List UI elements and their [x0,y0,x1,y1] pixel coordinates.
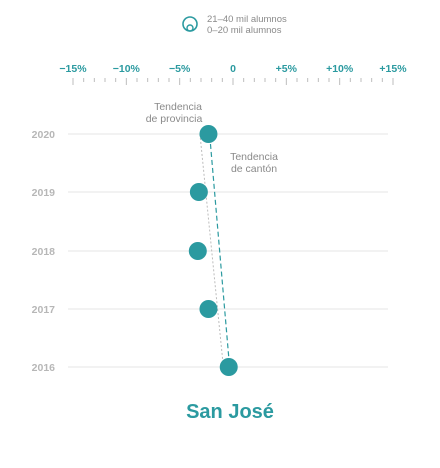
x-tick-label: +15% [379,63,407,75]
data-point-2017 [199,300,218,318]
data-point-2018 [188,242,207,260]
legend-large-circle [182,16,198,32]
x-tick-label: 0 [230,63,236,75]
x-tick-label: −5% [169,63,191,75]
grid-lines [68,133,388,368]
x-tick-label: +5% [276,63,298,75]
x-tick-label: +10% [326,63,354,75]
canton-trend-line [209,143,230,358]
year-label: 2016 [32,362,56,374]
canton-trend-annotation: Tendencia de cantón [230,151,278,175]
province-trend-annotation: Tendencia de provincia [146,101,203,125]
x-axis: −15% −10% −5% 0 +5% +10% +15% [59,63,407,85]
province-trend-line [199,133,224,368]
data-points [188,125,238,376]
x-tick-label: −15% [59,63,87,75]
canton-trend-label-line2: de cantón [231,163,277,175]
legend: 21–40 mil alumnos 0–20 mil alumnos [182,14,287,36]
legend-small-circle [186,24,194,32]
legend-small-label: 0–20 mil alumnos [207,25,282,36]
year-label: 2017 [32,304,56,316]
data-point-2020 [199,125,218,143]
legend-large-label: 21–40 mil alumnos [207,14,287,25]
year-labels: 2020 2019 2018 2017 2016 [32,129,56,374]
province-trend-label-line1: Tendencia [154,101,202,113]
year-label: 2018 [32,246,56,258]
chart-title: San José [186,401,274,423]
data-point-2016 [219,358,238,376]
x-tick-label: −10% [113,63,141,75]
province-trend-label-line2: de provincia [146,113,203,125]
trend-lines [199,133,230,368]
year-label: 2020 [32,129,56,141]
data-point-2019 [189,183,208,201]
canton-trend-label-line1: Tendencia [230,151,278,163]
year-label: 2019 [32,187,56,199]
